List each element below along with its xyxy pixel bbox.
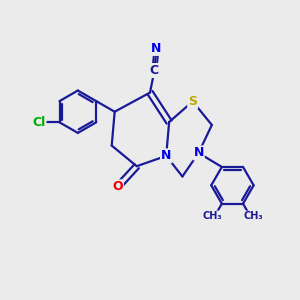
Text: C: C [150, 64, 159, 77]
Text: N: N [161, 149, 171, 162]
Text: S: S [188, 95, 197, 108]
Text: Cl: Cl [32, 116, 46, 129]
Text: O: O [112, 180, 123, 193]
Text: N: N [151, 42, 162, 55]
Text: CH₃: CH₃ [202, 212, 222, 221]
Text: CH₃: CH₃ [243, 212, 263, 221]
Text: N: N [194, 146, 204, 159]
